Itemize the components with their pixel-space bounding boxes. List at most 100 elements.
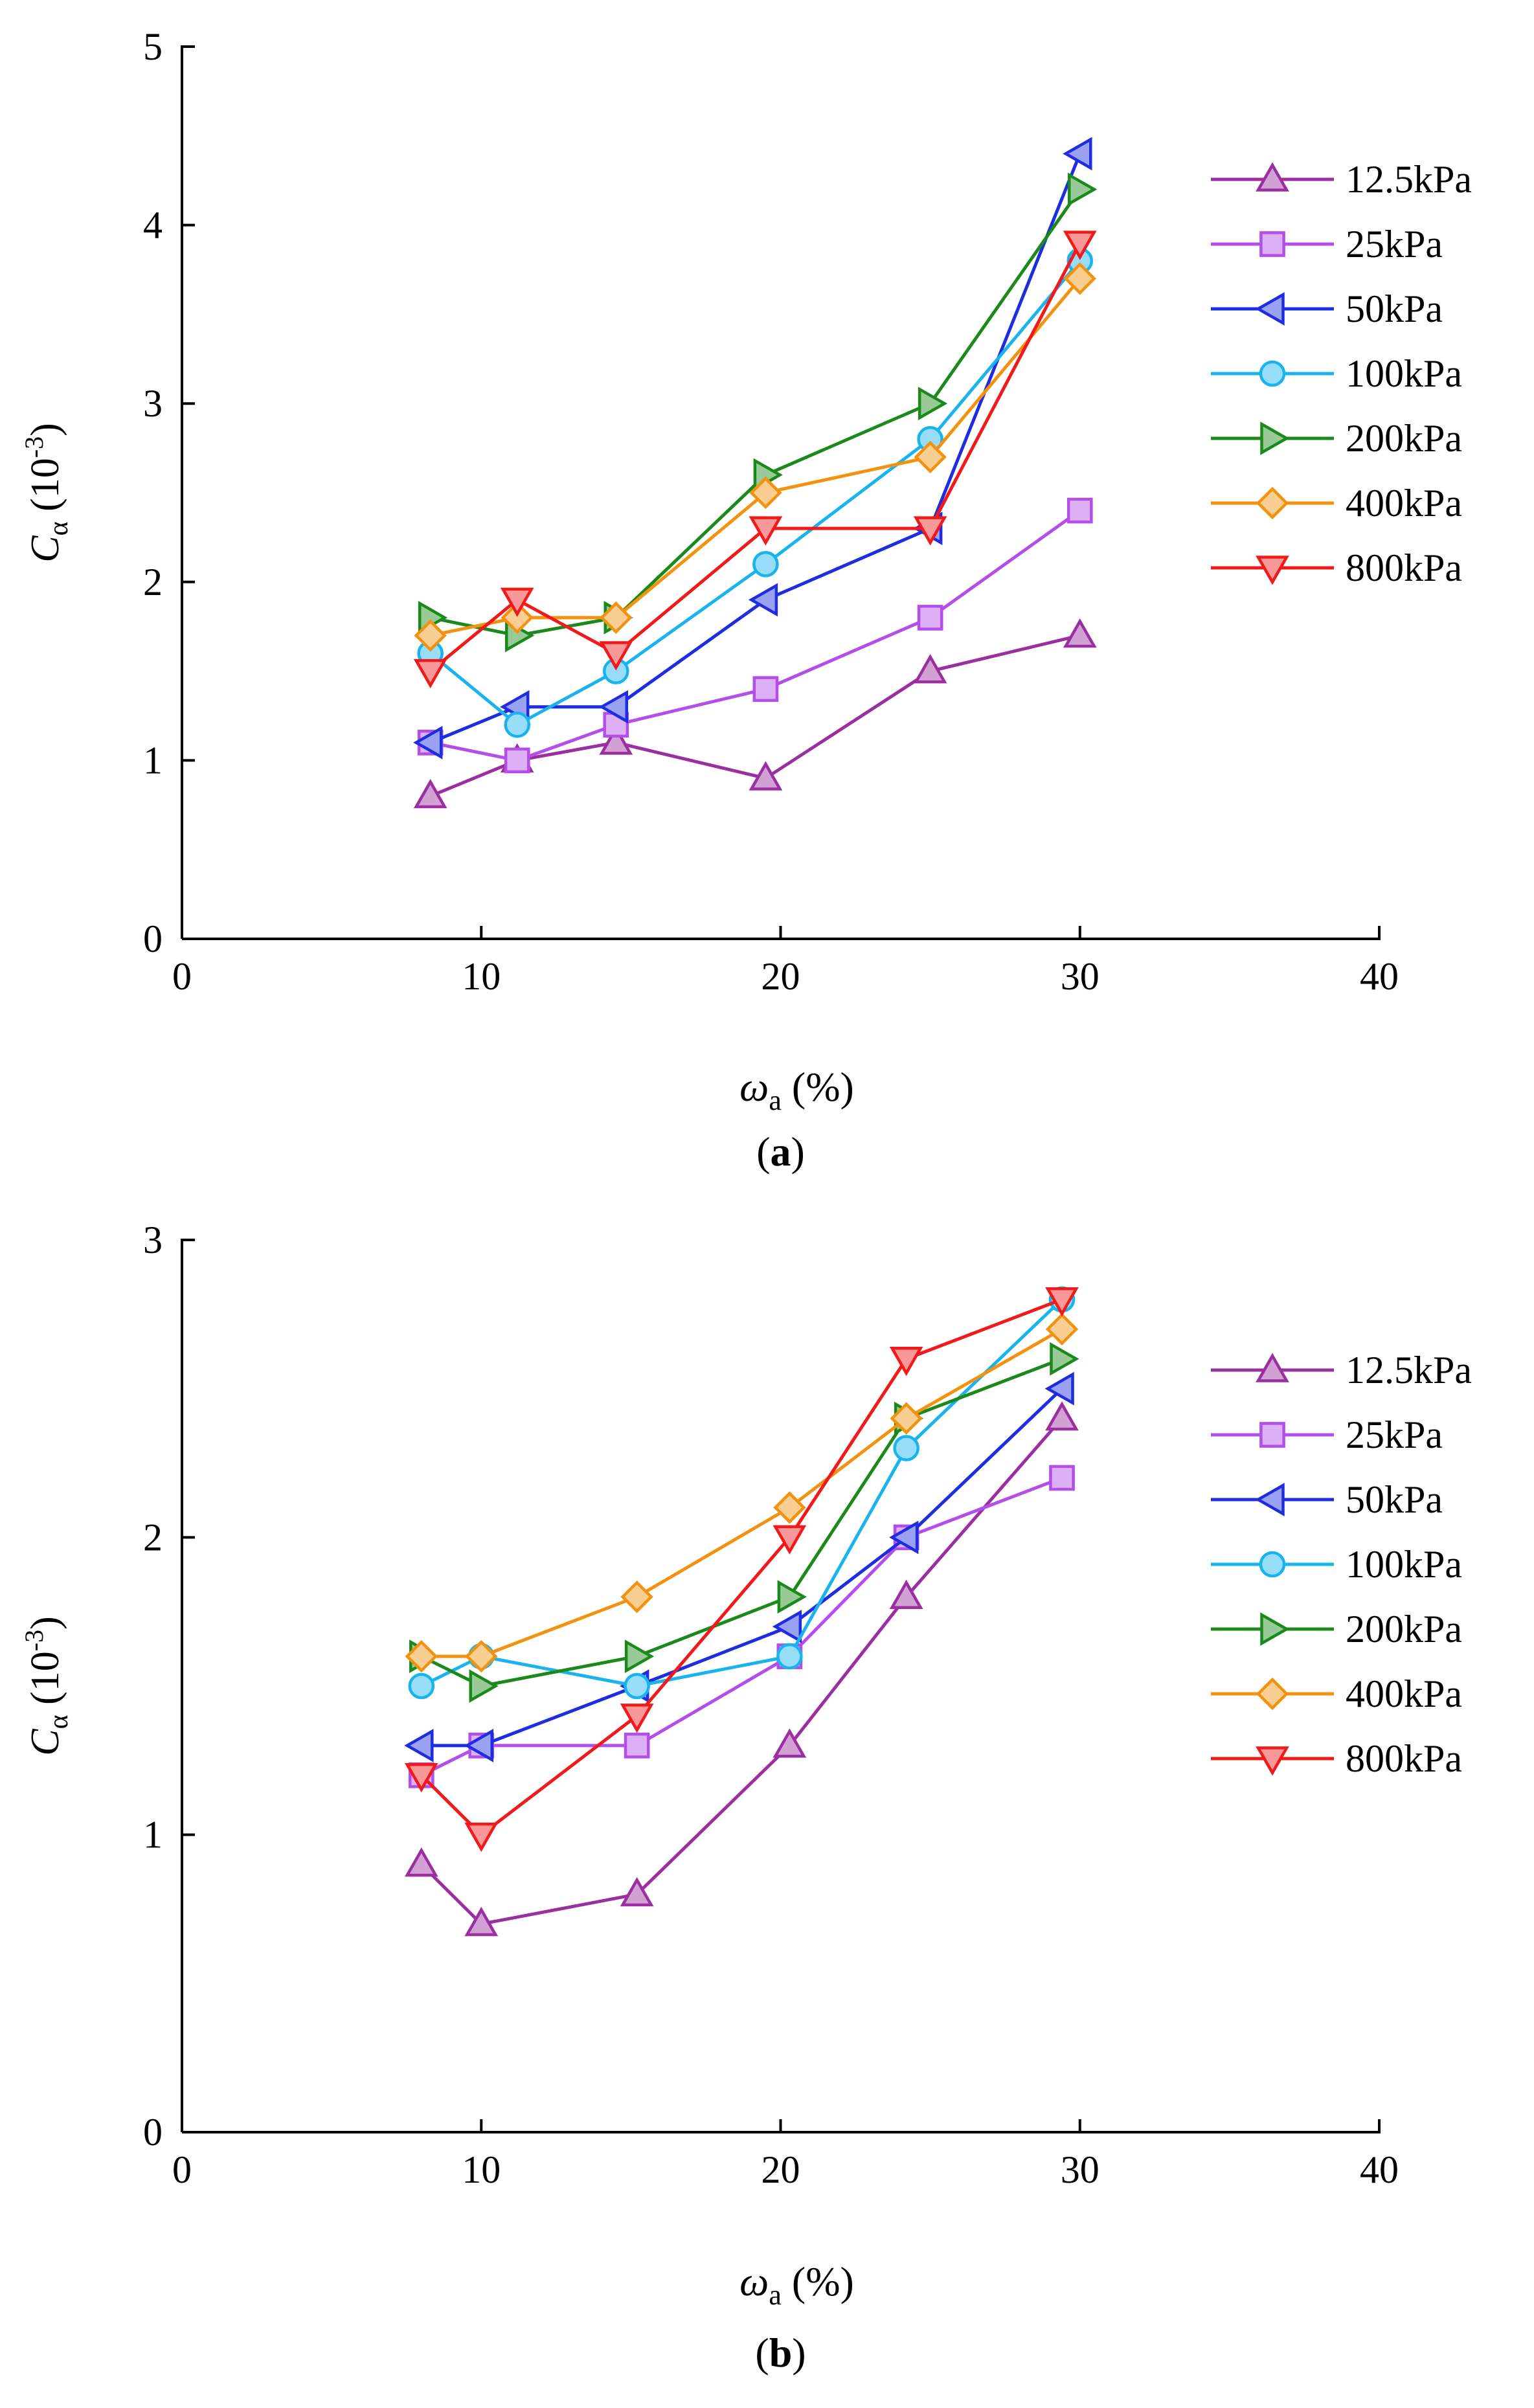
x-tick-label: 40	[1360, 2148, 1399, 2191]
legend-marker	[1260, 1612, 1290, 1646]
data-point	[620, 1581, 653, 1614]
legend-item: 400kPa	[1211, 1672, 1462, 1715]
legend-label: 12.5kPa	[1346, 1349, 1472, 1391]
series-line	[430, 277, 1081, 637]
x-tick-label: 40	[1360, 955, 1399, 998]
data-point	[1045, 1401, 1079, 1431]
series-50kPa	[404, 1371, 1074, 1762]
legend-label: 25kPa	[1346, 1413, 1443, 1456]
data-point	[913, 654, 947, 684]
series-line	[420, 1417, 1063, 1926]
data-point	[917, 605, 943, 631]
legend-marker	[1255, 292, 1285, 326]
legend-marker	[1260, 422, 1290, 455]
data-point	[504, 711, 531, 738]
legend-label: 12.5kPa	[1346, 158, 1472, 201]
data-point	[404, 1728, 434, 1762]
series-line	[429, 242, 1081, 673]
series-400kPa	[414, 262, 1096, 652]
data-point	[773, 1728, 807, 1758]
y-tick-label: 4	[143, 204, 163, 247]
data-point	[1066, 497, 1093, 524]
data-point	[599, 641, 633, 671]
legend-marker	[1256, 1353, 1289, 1382]
data-point	[889, 1520, 919, 1555]
x-tick-label: 30	[1061, 2148, 1100, 2191]
legend-label: 200kPa	[1346, 417, 1462, 460]
legend-item: 400kPa	[1211, 482, 1462, 524]
x-axis-label: ωa (%)	[739, 2258, 854, 2311]
legend-label: 400kPa	[1346, 1672, 1462, 1715]
series-800kPa	[404, 1287, 1079, 1852]
panel-label: (a)	[756, 1129, 805, 1175]
legend-marker	[1259, 1422, 1285, 1448]
y-tick-label: 3	[143, 1219, 163, 1261]
series-50kPa	[413, 137, 1092, 760]
series-400kPa	[405, 1312, 1079, 1673]
legend-item: 100kPa	[1211, 1543, 1462, 1586]
legend-item: 25kPa	[1211, 223, 1443, 265]
data-point	[1044, 1371, 1074, 1406]
legend-marker	[1256, 486, 1289, 520]
series-800kPa	[413, 231, 1097, 689]
data-point	[890, 1402, 923, 1435]
legend-marker	[1259, 231, 1285, 257]
legend-marker	[1256, 162, 1289, 192]
legend-marker	[1256, 1746, 1289, 1776]
series-line	[429, 153, 1082, 745]
legend-item: 100kPa	[1211, 352, 1462, 395]
data-point	[1063, 618, 1097, 648]
data-point	[620, 1704, 654, 1733]
legend-item: 12.5kPa	[1211, 158, 1472, 201]
data-point	[464, 1822, 499, 1852]
series-12.5kPa	[404, 1401, 1079, 1937]
data-point	[889, 1579, 923, 1609]
data-point	[1063, 262, 1096, 295]
legend-item: 200kPa	[1211, 417, 1462, 460]
data-point	[500, 587, 534, 617]
data-point	[469, 1669, 499, 1703]
legend-marker	[1255, 1483, 1285, 1516]
data-point	[624, 1733, 650, 1759]
legend-item: 800kPa	[1211, 1737, 1462, 1780]
legend-label: 50kPa	[1346, 1478, 1443, 1521]
series-line	[421, 1387, 1063, 1748]
series-line	[420, 1298, 1063, 1688]
y-tick-label: 1	[143, 739, 163, 782]
series-line	[420, 1357, 1063, 1688]
data-point	[599, 725, 633, 755]
legend-item: 200kPa	[1211, 1608, 1462, 1650]
data-point	[772, 1610, 802, 1644]
series-line	[430, 509, 1081, 762]
x-tick-label: 10	[462, 955, 501, 998]
y-tick-label: 0	[143, 2111, 163, 2154]
series-line	[420, 1298, 1063, 1837]
legend-label: 400kPa	[1346, 482, 1462, 524]
x-tick-label: 0	[172, 2148, 192, 2191]
y-tick-label: 2	[143, 561, 163, 603]
data-point	[464, 1906, 499, 1937]
legend-item: 12.5kPa	[1211, 1349, 1472, 1391]
data-point	[1068, 172, 1098, 207]
data-point	[913, 516, 947, 546]
data-point	[501, 601, 534, 635]
data-point	[752, 550, 779, 578]
legend-marker	[1259, 360, 1286, 387]
y-tick-label: 5	[143, 25, 163, 68]
data-point	[620, 1876, 654, 1907]
chart-panel-a: 0 10 20 30 40 0 1 2 3 4 5 Cα (10-3) ωa (%) (a) 12.5kPa…	[19, 25, 1472, 1175]
series-100kPa	[408, 1286, 1076, 1700]
data-point	[405, 1639, 438, 1673]
data-point	[893, 1435, 919, 1461]
y-tick-label: 0	[143, 917, 163, 960]
data-point	[464, 1728, 493, 1762]
data-point	[918, 387, 948, 421]
series-line	[429, 260, 1081, 726]
data-point	[749, 476, 782, 510]
data-point	[752, 676, 779, 703]
data-point	[914, 440, 947, 474]
series-line	[421, 1327, 1063, 1658]
series-200kPa	[409, 1342, 1079, 1703]
y-axis-label: Cα (10-3)	[19, 423, 74, 563]
